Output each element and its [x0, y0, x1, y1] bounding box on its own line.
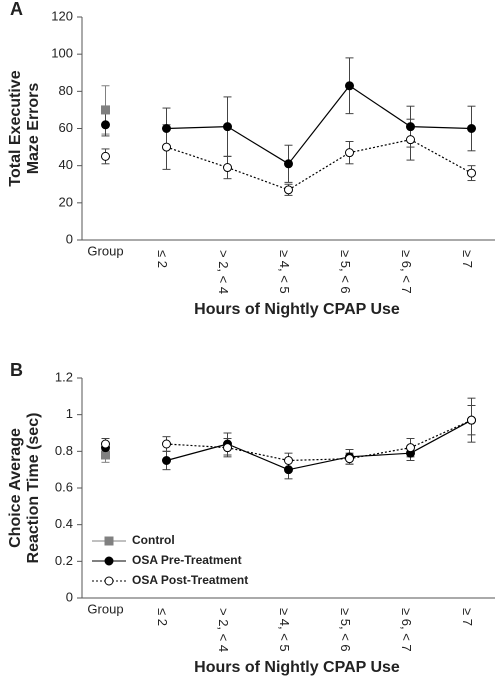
marker — [406, 135, 415, 145]
marker — [101, 151, 110, 161]
y-tick-label: 120 — [51, 8, 73, 23]
y-tick-label: 0.2 — [55, 553, 73, 568]
series-segment — [166, 443, 228, 462]
marker — [345, 81, 354, 91]
x-tick-label: > 2, < 4 — [216, 250, 231, 294]
marker — [284, 185, 293, 195]
y-tick-label: 20 — [59, 194, 73, 209]
y-axis-label: Reaction Time (sec) — [25, 413, 42, 564]
x-tick-label: ≥ 4, < 5 — [277, 608, 292, 652]
y-tick-label: 0 — [66, 589, 73, 604]
y-tick-label: 1 — [66, 406, 73, 421]
legend-label: OSA Post-Treatment — [132, 573, 248, 587]
x-tick-label: Group — [87, 601, 123, 616]
y-tick-label: 0.8 — [55, 443, 73, 458]
marker — [101, 450, 110, 460]
y-tick-label: 60 — [59, 120, 73, 135]
y-tick-label: 0.6 — [55, 479, 73, 494]
marker — [223, 443, 232, 453]
x-tick-label: ≥ 7 — [460, 250, 475, 268]
legend-marker — [104, 536, 114, 546]
x-axis-label: Hours of Nightly CPAP Use — [194, 301, 400, 318]
series-segment — [410, 419, 472, 454]
y-tick-label: 1.2 — [55, 369, 73, 384]
y-axis-label: Total Executive — [7, 70, 24, 186]
series-segment — [166, 126, 228, 130]
series-segment — [288, 456, 350, 471]
series-segment — [166, 146, 228, 169]
panel-label: B — [10, 360, 23, 380]
marker — [162, 456, 171, 465]
x-tick-label: Group — [87, 243, 123, 258]
panel-label: A — [10, 0, 23, 19]
marker — [223, 163, 232, 173]
legend-marker — [104, 556, 114, 566]
legend-label: Control — [132, 533, 175, 547]
series-segment — [410, 139, 472, 174]
marker — [284, 465, 293, 475]
x-tick-label: ≥ 7 — [460, 608, 475, 626]
series-segment — [227, 447, 289, 462]
x-tick-label: ≥ 6, < 7 — [399, 250, 414, 294]
series-segment — [410, 126, 472, 130]
marker — [406, 443, 415, 453]
y-tick-label: 0 — [66, 231, 73, 246]
y-tick-label: 40 — [59, 157, 73, 172]
legend-label: OSA Pre-Treatment — [132, 553, 242, 567]
series-segment — [349, 452, 411, 458]
marker — [467, 415, 476, 425]
marker — [345, 454, 354, 464]
series-segment — [288, 85, 350, 165]
x-tick-label: > 2, < 4 — [216, 608, 231, 652]
marker — [101, 439, 110, 449]
x-tick-label: ≥ 5, < 6 — [338, 250, 353, 294]
marker — [101, 120, 110, 130]
marker — [467, 168, 476, 178]
marker — [406, 122, 415, 132]
y-tick-label: 80 — [59, 83, 73, 98]
x-axis-label: Hours of Nightly CPAP Use — [194, 659, 400, 676]
marker — [162, 142, 171, 152]
marker — [101, 105, 110, 115]
y-tick-label: 100 — [51, 46, 73, 61]
series-segment — [227, 443, 289, 471]
series-segment — [288, 152, 350, 191]
series-segment — [166, 443, 228, 449]
legend-marker — [104, 576, 114, 586]
marker — [162, 124, 171, 133]
marker — [162, 439, 171, 449]
series-segment — [349, 85, 411, 128]
marker — [223, 122, 232, 132]
marker — [284, 159, 293, 169]
x-tick-label: ≥ 5, < 6 — [338, 608, 353, 652]
y-axis-label: Choice Average — [7, 428, 24, 548]
marker — [345, 148, 354, 158]
series-segment — [410, 419, 472, 449]
series-segment — [227, 166, 289, 191]
series-segment — [349, 139, 411, 154]
marker — [284, 456, 293, 465]
x-tick-label: ≥ 4, < 5 — [277, 250, 292, 294]
x-tick-label: ≤ 2 — [155, 250, 170, 268]
x-tick-label: ≥ 6, < 7 — [399, 608, 414, 652]
x-tick-label: ≤ 2 — [155, 608, 170, 626]
series-segment — [227, 126, 289, 165]
y-tick-label: 0.4 — [55, 516, 73, 531]
marker — [467, 124, 476, 133]
y-axis-label: Maze Errors — [25, 83, 42, 175]
